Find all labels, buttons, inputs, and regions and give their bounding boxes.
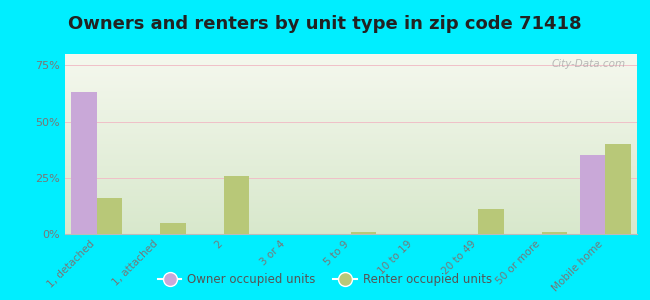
Text: Owners and renters by unit type in zip code 71418: Owners and renters by unit type in zip c… (68, 15, 582, 33)
Bar (97, 198, 122, 234)
Bar (351, 232, 376, 234)
Bar (478, 209, 504, 234)
Bar (580, 155, 605, 234)
Bar (224, 176, 250, 234)
Bar (541, 232, 567, 234)
Legend: Owner occupied units, Renter occupied units: Owner occupied units, Renter occupied un… (153, 269, 497, 291)
Bar (72, 92, 97, 234)
Bar (605, 144, 630, 234)
Text: City-Data.com: City-Data.com (551, 59, 625, 69)
Bar (161, 223, 186, 234)
